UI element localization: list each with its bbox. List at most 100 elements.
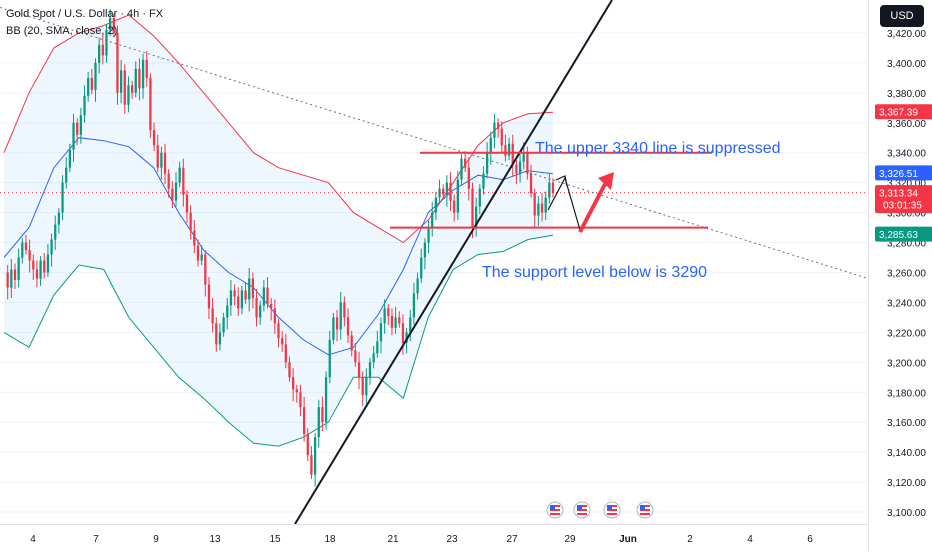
chart-area[interactable]: The upper 3340 line is suppressed The sup… bbox=[0, 0, 868, 524]
price-tick-label: 3,400.00 bbox=[887, 59, 926, 70]
candle-body bbox=[445, 182, 448, 195]
price-tick-label: 3,380.00 bbox=[887, 89, 926, 100]
candle bbox=[94, 58, 97, 102]
candle-body bbox=[343, 302, 346, 318]
candle bbox=[226, 297, 229, 330]
candle bbox=[416, 272, 419, 300]
candle-body bbox=[354, 350, 357, 363]
candle bbox=[266, 276, 269, 309]
price-tick-label: 3,300.00 bbox=[887, 209, 926, 220]
candle bbox=[171, 181, 174, 209]
candle-body bbox=[387, 308, 390, 316]
candle-body bbox=[233, 290, 236, 297]
candle bbox=[76, 118, 79, 146]
candle bbox=[90, 68, 93, 95]
candle bbox=[189, 205, 192, 240]
candle-body bbox=[313, 437, 317, 475]
candle bbox=[211, 297, 214, 333]
candle-body bbox=[105, 29, 108, 56]
candle-body bbox=[526, 152, 529, 174]
price-tick-label: 3,420.00 bbox=[887, 29, 926, 40]
candle bbox=[489, 131, 492, 165]
candle-body bbox=[200, 254, 203, 261]
candle bbox=[317, 399, 320, 448]
time-tick-label: 23 bbox=[446, 534, 458, 545]
candle bbox=[185, 190, 189, 224]
price-badge: 3,326.51 bbox=[875, 165, 932, 181]
price-chart[interactable]: The upper 3340 line is suppressed The sup… bbox=[0, 0, 868, 524]
candle bbox=[204, 250, 207, 297]
candle-body bbox=[288, 362, 291, 378]
candle bbox=[540, 193, 544, 222]
candle-body bbox=[222, 317, 225, 333]
candle bbox=[21, 238, 24, 264]
price-tick-label: 3,320.00 bbox=[887, 179, 926, 190]
candle bbox=[453, 194, 456, 222]
indicator-legend[interactable]: BB (20, SMA, close, 2) bbox=[6, 25, 118, 37]
candle bbox=[324, 371, 328, 430]
projection-arrowhead bbox=[555, 175, 568, 187]
candle bbox=[28, 239, 31, 273]
ascending-trendline bbox=[294, 0, 613, 524]
candle-body bbox=[485, 152, 489, 174]
candle bbox=[427, 220, 430, 254]
candle bbox=[302, 396, 306, 442]
candle bbox=[178, 161, 181, 188]
candle-body bbox=[109, 17, 112, 30]
candle bbox=[445, 175, 448, 207]
candle bbox=[141, 53, 145, 99]
candle-body bbox=[123, 70, 126, 105]
price-badge-value: 3,285.63 bbox=[879, 230, 918, 241]
price-axis[interactable]: 3,100.00 3,120.00 3,140.00 3,160.00 3,180.00… bbox=[868, 0, 932, 550]
candle-body bbox=[46, 254, 50, 273]
candle-body bbox=[171, 188, 174, 201]
candle-body bbox=[368, 362, 372, 378]
currency-button[interactable]: USD bbox=[880, 5, 924, 27]
candle bbox=[13, 263, 17, 289]
bb-fill bbox=[4, 15, 553, 447]
price-tick-label: 3,240.00 bbox=[887, 298, 926, 309]
candle-body bbox=[302, 407, 306, 435]
candle-body bbox=[237, 296, 240, 309]
candle-body bbox=[160, 152, 163, 168]
time-tick-label: 2 bbox=[687, 534, 693, 545]
candle bbox=[43, 253, 46, 279]
candle bbox=[511, 134, 514, 177]
candle-body bbox=[350, 335, 353, 351]
candle-body bbox=[79, 115, 82, 135]
candle-body bbox=[277, 323, 280, 339]
candle-body bbox=[152, 130, 156, 146]
candle bbox=[134, 61, 137, 98]
candle-body bbox=[412, 293, 416, 318]
candle bbox=[79, 107, 82, 144]
candle-body bbox=[310, 455, 313, 475]
candle-body bbox=[346, 317, 350, 336]
candle-body bbox=[467, 167, 470, 189]
candle bbox=[251, 272, 255, 309]
candle-body bbox=[196, 245, 200, 261]
candle bbox=[299, 384, 302, 417]
candle bbox=[544, 191, 547, 221]
candle-body bbox=[65, 167, 68, 183]
candle-body bbox=[259, 305, 262, 318]
candle bbox=[295, 384, 298, 403]
time-tick-label: 6 bbox=[807, 534, 813, 545]
price-badge-value: 3,326.51 bbox=[879, 169, 918, 180]
candle-body bbox=[533, 193, 536, 216]
candle bbox=[72, 113, 75, 162]
candle-body bbox=[270, 303, 273, 309]
candle bbox=[270, 297, 273, 321]
descending-trendline bbox=[0, 7, 868, 279]
candle bbox=[98, 37, 101, 74]
candle-body bbox=[537, 203, 540, 216]
candle-body bbox=[518, 161, 522, 174]
symbol-legend[interactable]: Gold Spot / U.S. Dollar · 4h · FX bbox=[6, 8, 164, 20]
candle-body bbox=[482, 173, 485, 189]
candle bbox=[109, 8, 112, 36]
red-arrow-shaft bbox=[578, 183, 607, 233]
candle-body bbox=[453, 200, 456, 213]
candle bbox=[32, 254, 35, 280]
candle-body bbox=[295, 389, 298, 393]
candle-body bbox=[456, 179, 459, 213]
time-axis[interactable]: 4 7 9 13 15 18 21 23 27 29 Jun 2 4 6 bbox=[0, 524, 868, 550]
